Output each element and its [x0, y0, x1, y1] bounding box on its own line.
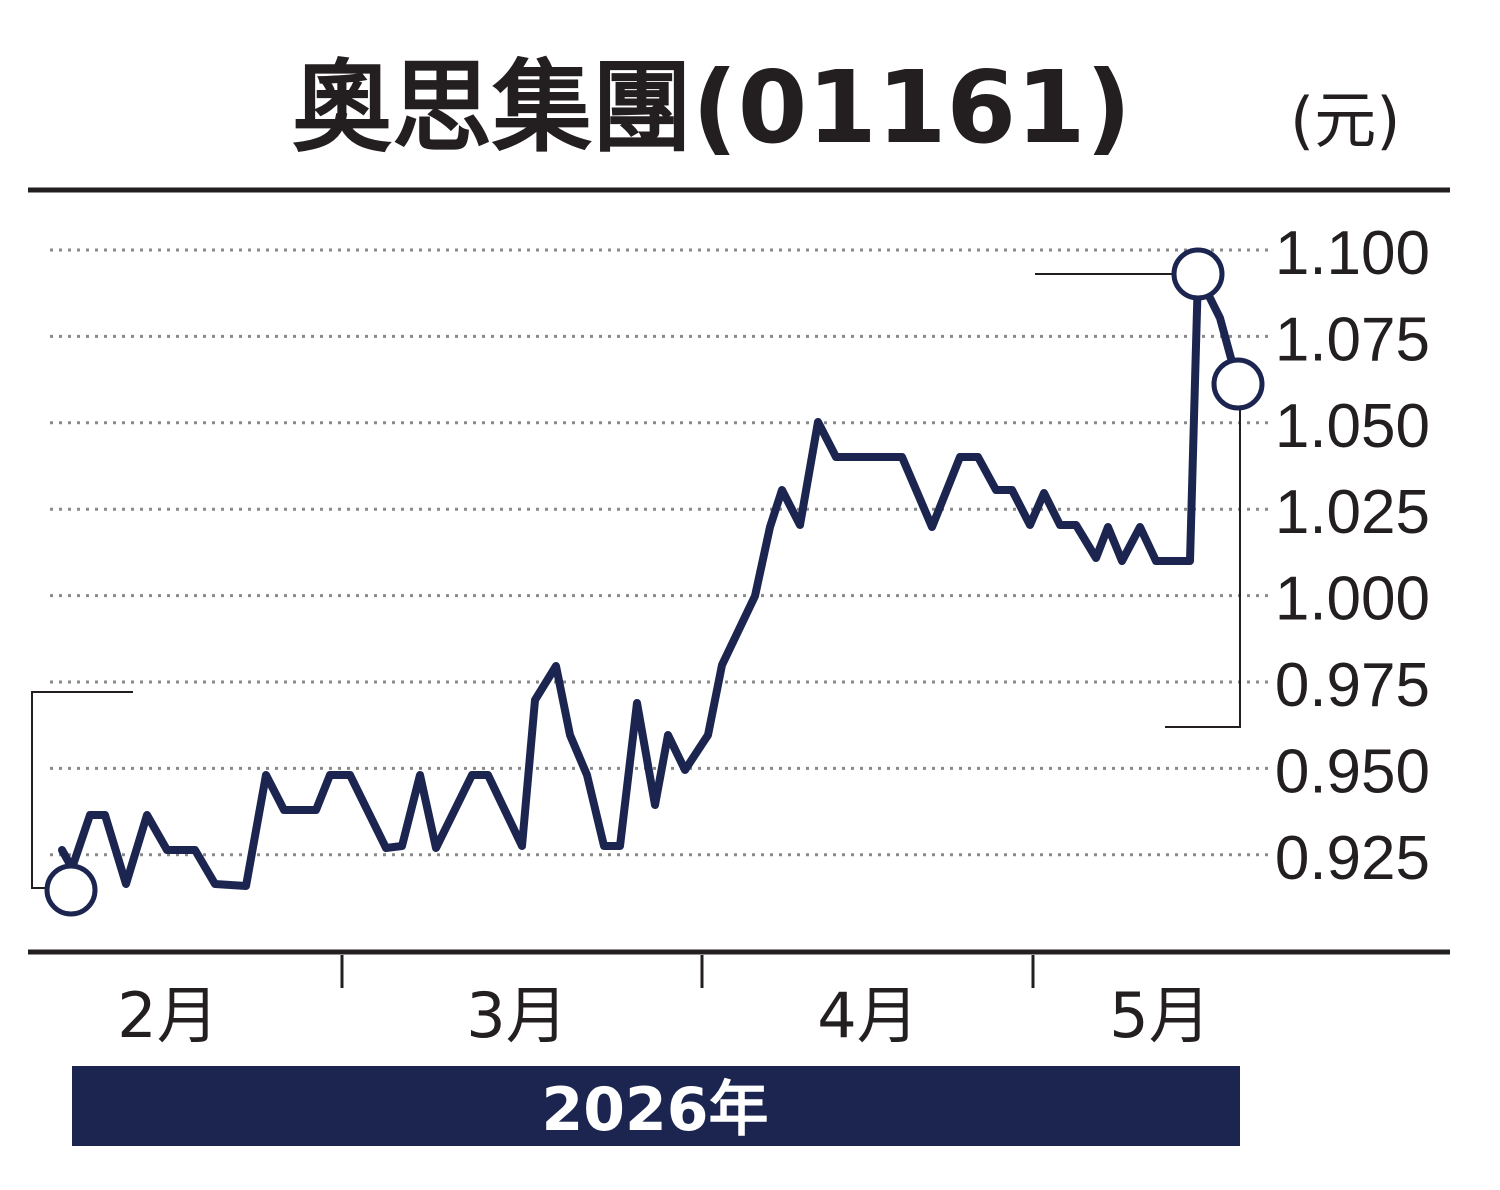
month-label: 4月 [817, 979, 918, 1052]
chart-title: 奧思集團(01161) [292, 49, 1131, 166]
y-tick-label: 1.050 [1275, 392, 1430, 461]
close-leader-line [1165, 408, 1241, 728]
y-tick-label: 1.075 [1275, 305, 1430, 374]
low-marker [44, 863, 98, 917]
year-bar [72, 1066, 1240, 1146]
year-label: 2026年 [542, 1075, 769, 1145]
month-label: 5月 [1109, 979, 1210, 1052]
close-marker [1211, 357, 1265, 411]
unit-label: (元) [1290, 84, 1400, 157]
price-line [58, 270, 1242, 890]
y-tick-label: 1.025 [1275, 478, 1430, 547]
month-label: 2月 [117, 979, 218, 1052]
y-tick-label: 1.000 [1275, 565, 1430, 634]
month-label: 3月 [466, 979, 567, 1052]
y-tick-label: 0.950 [1275, 737, 1430, 806]
y-tick-label: 0.925 [1275, 824, 1430, 893]
y-tick-label: 1.100 [1275, 219, 1430, 288]
high-marker [1171, 247, 1225, 301]
low-leader-line [31, 691, 133, 889]
y-tick-label: 0.975 [1275, 651, 1430, 720]
